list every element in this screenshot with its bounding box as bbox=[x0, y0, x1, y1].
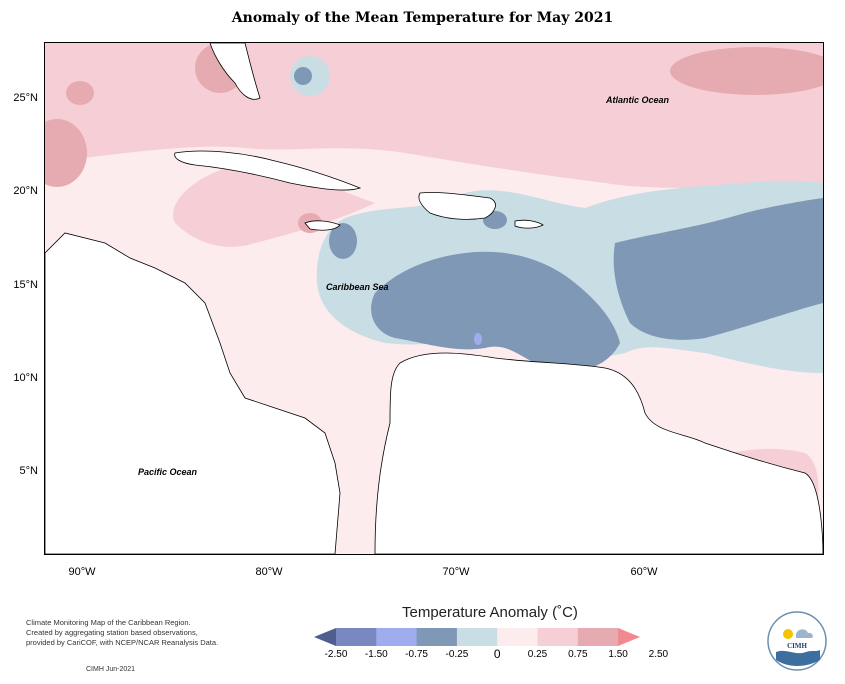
land-south-america bbox=[374, 352, 823, 554]
warm-patch-atlantic bbox=[670, 47, 823, 95]
land-cuba bbox=[174, 150, 362, 191]
footer-line-2: Created by aggregating station based obs… bbox=[26, 628, 198, 637]
land-outlines bbox=[45, 43, 823, 554]
legend-label-7: 1.50 bbox=[608, 649, 628, 660]
map-title: Anomaly of the Mean Temperature for May … bbox=[231, 10, 614, 26]
lon-tick-80: 80°W bbox=[255, 566, 283, 578]
sun-icon bbox=[783, 629, 793, 639]
land-jamaica bbox=[304, 220, 341, 231]
cimh-logo: CIMH bbox=[767, 611, 827, 671]
lat-tick-10: 10°N bbox=[13, 372, 38, 384]
footer-note: Climate Monitoring Map of the Caribbean … bbox=[26, 618, 236, 648]
legend-label-2: -0.75 bbox=[405, 649, 428, 660]
label-caribbean-sea: Caribbean Sea bbox=[326, 282, 389, 292]
cold-patch-curacao bbox=[474, 333, 482, 345]
legend-title: Temperature Anomaly (˚C) bbox=[402, 604, 578, 621]
land-puertorico bbox=[514, 219, 544, 229]
lon-tick-60: 60°W bbox=[630, 566, 658, 578]
legend-label-1: -1.50 bbox=[364, 649, 388, 660]
lat-tick-25: 25°N bbox=[13, 92, 38, 104]
legend-colorbar bbox=[314, 628, 641, 646]
legend-label-5: 0.25 bbox=[527, 649, 548, 660]
cloud-icon bbox=[796, 629, 813, 638]
footer-line-1: Climate Monitoring Map of the Caribbean … bbox=[26, 618, 191, 627]
legend-swatch-0 bbox=[314, 628, 336, 646]
label-atlantic-ocean: Atlantic Ocean bbox=[606, 95, 670, 105]
label-pacific-ocean: Pacific Ocean bbox=[138, 467, 198, 477]
logo-text: CIMH bbox=[787, 642, 807, 650]
legend-swatch-5 bbox=[497, 628, 538, 646]
lat-tick-5: 5°N bbox=[19, 465, 38, 477]
legend-swatch-7 bbox=[577, 628, 619, 646]
footer-date: CIMH Jun-2021 bbox=[86, 666, 136, 673]
lon-tick-90: 90°W bbox=[68, 566, 96, 578]
lat-tick-15: 15°N bbox=[13, 279, 38, 291]
warm-patch-mexico bbox=[45, 119, 87, 187]
legend-label-6: 0.75 bbox=[568, 649, 588, 660]
legend-label-8: 2.50 bbox=[648, 649, 669, 660]
cold-anomaly-caribbean bbox=[371, 251, 620, 372]
legend-swatch-3 bbox=[416, 628, 458, 646]
footer-line-3: provided by CariCOF, with NCEP/NCAR Rean… bbox=[26, 638, 219, 647]
warm-patch-gulf bbox=[66, 81, 94, 105]
cold-patch-west bbox=[329, 223, 357, 259]
legend-label-0: -2.50 bbox=[324, 649, 348, 660]
cold-anomaly-atlantic bbox=[613, 198, 823, 340]
lon-tick-70: 70°W bbox=[442, 566, 470, 578]
legend-swatch-4 bbox=[456, 628, 498, 646]
legend-swatch-8 bbox=[618, 628, 641, 646]
map-area bbox=[44, 42, 824, 555]
warm-anomaly-gulf bbox=[173, 163, 375, 247]
anomaly-map-svg bbox=[45, 43, 823, 554]
wave-icon bbox=[776, 650, 820, 666]
cold-patch-bahamas-core bbox=[294, 67, 312, 85]
legend-swatch-6 bbox=[537, 628, 579, 646]
legend-label-4: 0 bbox=[493, 647, 501, 661]
land-florida bbox=[209, 43, 261, 100]
legend-label-3: -0.25 bbox=[445, 649, 469, 660]
legend-swatch-2 bbox=[376, 628, 418, 646]
lat-tick-20: 20°N bbox=[13, 185, 38, 197]
land-hispaniola bbox=[418, 192, 496, 220]
land-central-america bbox=[45, 232, 341, 554]
legend-swatch-1 bbox=[336, 628, 377, 646]
